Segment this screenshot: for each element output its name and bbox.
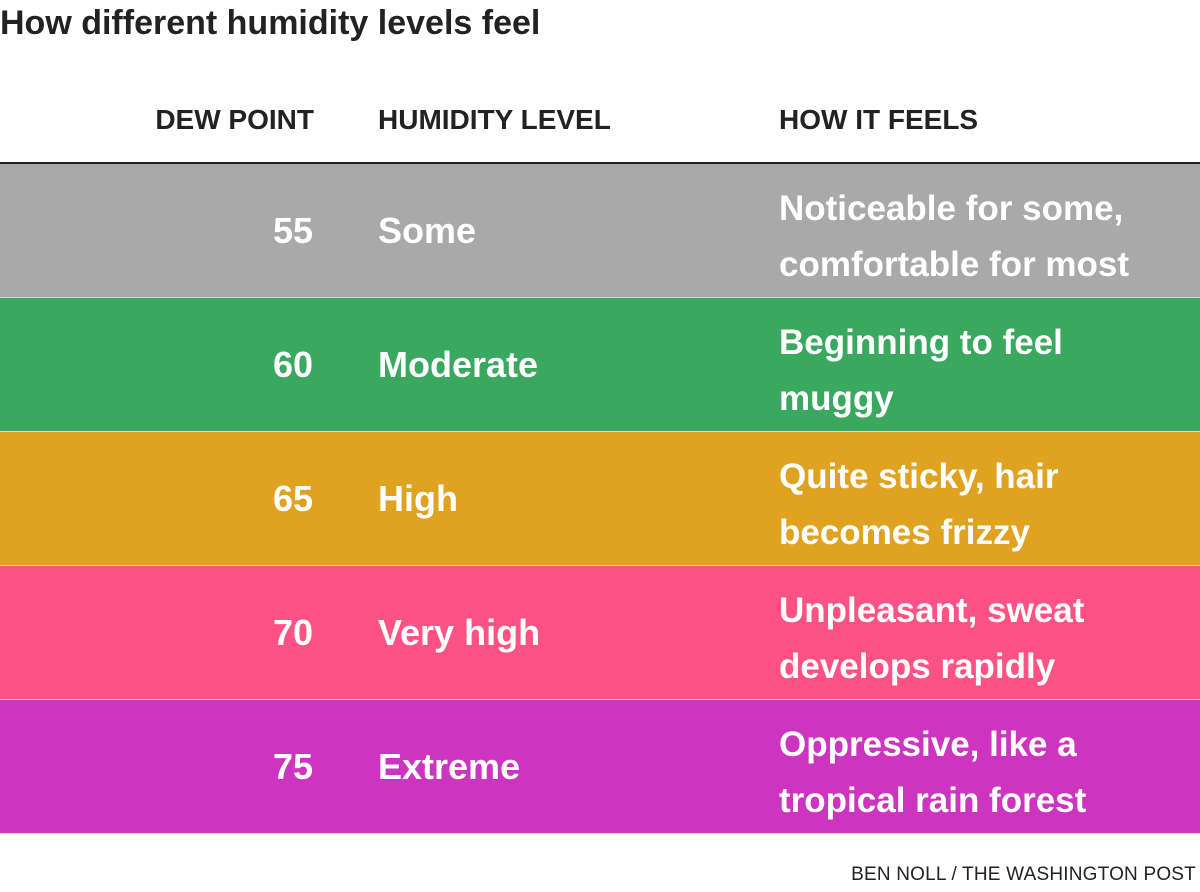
feels-line: tropical rain forest <box>779 781 1087 820</box>
table-body: 55 Some Noticeable for some, comfortable… <box>0 164 1200 834</box>
how-it-feels-text: Unpleasant, sweat develops rapidly <box>779 583 1189 695</box>
humidity-level-value: Extreme <box>378 746 521 787</box>
table-row: 55 Some Noticeable for some, comfortable… <box>0 164 1200 298</box>
how-it-feels-text: Beginning to feel muggy <box>779 315 1189 427</box>
feels-line: comfortable for most <box>779 245 1130 284</box>
table-row: 65 High Quite sticky, hair becomes frizz… <box>0 432 1200 566</box>
dew-point-value: 70 <box>272 612 313 653</box>
chart-title: How different humidity levels feel <box>0 4 541 42</box>
feels-line: Unpleasant, sweat <box>779 591 1085 630</box>
dew-point-value: 60 <box>272 344 313 385</box>
header-divider <box>0 162 1200 164</box>
how-it-feels-text: Noticeable for some, comfortable for mos… <box>779 181 1189 293</box>
humidity-level-value: Some <box>378 210 477 251</box>
how-it-feels-text: Quite sticky, hair becomes frizzy <box>779 449 1189 561</box>
humidity-level-value: Moderate <box>378 344 539 385</box>
feels-line: Quite sticky, hair <box>779 457 1059 496</box>
table-row: 75 Extreme Oppressive, like a tropical r… <box>0 700 1200 834</box>
dew-point-value: 75 <box>272 746 313 787</box>
table-header: DEW POINT HUMIDITY LEVEL HOW IT FEELS <box>0 104 1200 144</box>
humidity-level-value: High <box>378 478 458 519</box>
feels-line: Oppressive, like a <box>779 725 1077 764</box>
feels-line: develops rapidly <box>779 647 1056 686</box>
humidity-level-value: Very high <box>378 612 541 653</box>
feels-line: muggy <box>779 379 894 418</box>
feels-line: Beginning to feel <box>779 323 1063 362</box>
column-header-humidity-level: HUMIDITY LEVEL <box>378 104 611 135</box>
column-header-how-it-feels: HOW IT FEELS <box>779 104 979 135</box>
dew-point-value: 55 <box>272 210 313 251</box>
dew-point-value: 65 <box>272 478 313 519</box>
column-header-dew-point: DEW POINT <box>155 104 314 135</box>
source-credit: BEN NOLL / THE WASHINGTON POST <box>851 864 1196 885</box>
feels-line: Noticeable for some, <box>779 189 1124 228</box>
how-it-feels-text: Oppressive, like a tropical rain forest <box>779 717 1189 829</box>
feels-line: becomes frizzy <box>779 513 1030 552</box>
table-row: 70 Very high Unpleasant, sweat develops … <box>0 566 1200 700</box>
table-row: 60 Moderate Beginning to feel muggy <box>0 298 1200 432</box>
